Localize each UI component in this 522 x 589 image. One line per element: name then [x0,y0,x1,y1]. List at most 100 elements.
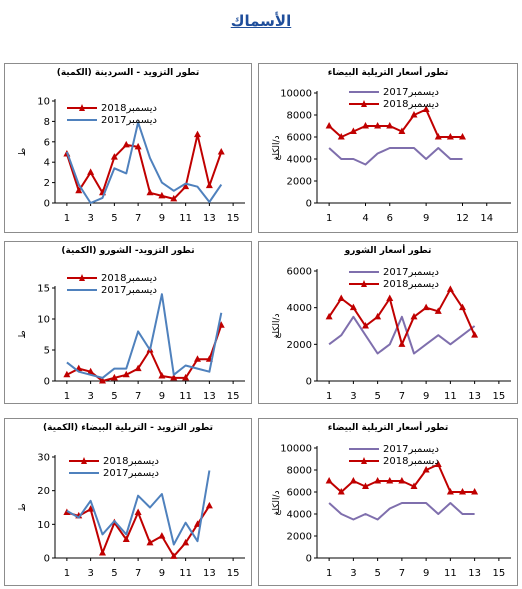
x-tick-label: 9 [423,568,429,579]
data-point-marker [122,370,130,378]
data-point-marker [374,312,382,320]
legend-item: ديسمبر2017 [67,114,157,126]
data-point-marker [422,105,430,112]
chart-title: تطور أسعار التريلية البيضاء [327,423,449,433]
legend-label: ديسمبر2018 [101,102,157,114]
data-point-marker [87,505,95,512]
legend-item: ديسمبر2018 [69,455,159,467]
y-tick-label: 0 [44,377,50,388]
data-point-marker [410,482,418,489]
x-tick-label: 9 [423,213,429,224]
x-tick-label: 7 [399,568,405,579]
x-tick-label: 13 [203,568,216,579]
legend-swatch [349,279,379,289]
x-tick-label: 3 [350,568,356,579]
y-tick-label: 8000 [287,111,312,122]
data-point-marker [217,148,225,155]
data-point-marker [446,488,454,495]
y-tick-label: 0 [306,554,312,565]
x-tick-label: 15 [227,213,240,224]
chart-legend: ديسمبر2017 ديسمبر2018 [349,266,439,290]
legend-swatch [349,267,379,277]
series-line-0 [65,133,223,200]
data-point-marker [134,364,142,372]
y-tick-label: 8 [44,117,50,128]
legend-swatch [67,115,97,125]
data-point-marker [471,488,479,495]
data-point-marker [205,181,213,189]
data-point-marker [434,133,442,140]
legend-item: ديسمبر2018 [349,98,439,110]
data-point-marker [459,303,466,311]
data-point-marker [459,488,466,495]
legend-label: ديسمبر2017 [103,467,159,479]
y-tick-label: 2 [44,178,50,189]
x-tick-label: 3 [87,568,93,579]
data-point-marker [422,303,430,311]
legend-swatch [67,103,97,113]
data-point-marker [349,303,357,311]
series-line-0 [328,315,476,355]
series-line-0 [328,147,463,166]
data-point-marker [122,535,130,542]
y-tick-label: 4000 [287,155,312,166]
data-point-marker [182,538,190,546]
y-tick-label: 0 [306,377,312,388]
data-point-marker [194,130,201,138]
data-point-marker [158,532,166,539]
chart-legend: ديسمبر2017 ديسمبر2018 [349,443,439,467]
y-tick-label: 10000 [280,444,312,455]
y-tick-label: 2000 [287,532,312,543]
legend-swatch [67,285,97,295]
data-point-marker [158,191,166,199]
x-tick-label: 5 [111,391,117,402]
x-tick-label: 9 [423,391,429,402]
data-point-marker [349,477,357,484]
y-tick-label: 8000 [287,466,312,477]
x-tick-label: 1 [326,213,332,224]
y-axis-label: د/الكلغ [272,490,282,515]
chart-legend: ديسمبر2018 ديسمبر2017 [67,272,157,296]
data-point-marker [182,373,190,381]
legend-label: ديسمبر2018 [383,98,439,110]
series-line-1 [328,108,463,138]
y-tick-label: 2000 [287,340,312,351]
chart-title: تطور التزويد - السردينة (الكمية) [56,68,200,78]
data-point-marker [337,133,345,140]
data-point-marker [134,508,142,516]
legend-swatch [349,456,379,466]
x-tick-label: 7 [135,213,141,224]
chart-title: تطور التزويد - التريلية البيضاء (الكمية) [43,423,213,433]
x-tick-label: 1 [64,213,70,224]
y-tick-label: 0 [44,199,50,210]
data-point-marker [410,312,418,320]
data-point-marker [194,355,201,362]
x-tick-label: 5 [374,391,380,402]
legend-item: ديسمبر2018 [67,272,157,284]
y-tick-label: 6000 [287,267,312,278]
data-point-marker [205,501,213,509]
data-point-marker [325,122,333,129]
x-tick-label: 14 [480,213,493,224]
data-point-marker [99,548,106,556]
y-tick-label: 4000 [287,510,312,521]
x-tick-label: 11 [179,213,192,224]
y-axis-label: ط [18,503,28,511]
legend-item: ديسمبر2018 [349,278,439,290]
legend-label: ديسمبر2018 [103,455,159,467]
data-point-marker [170,194,178,202]
chart-legend: ديسمبر2018 ديسمبر2017 [69,455,159,479]
legend-item: ديسمبر2018 [349,455,439,467]
x-tick-label: 9 [159,213,165,224]
data-point-marker [434,307,442,314]
x-tick-label: 3 [350,391,356,402]
data-point-marker [182,182,190,190]
legend-item: ديسمبر2017 [69,467,159,479]
legend-item: ديسمبر2017 [349,266,439,278]
data-point-marker [386,477,394,484]
data-point-marker [63,370,71,378]
